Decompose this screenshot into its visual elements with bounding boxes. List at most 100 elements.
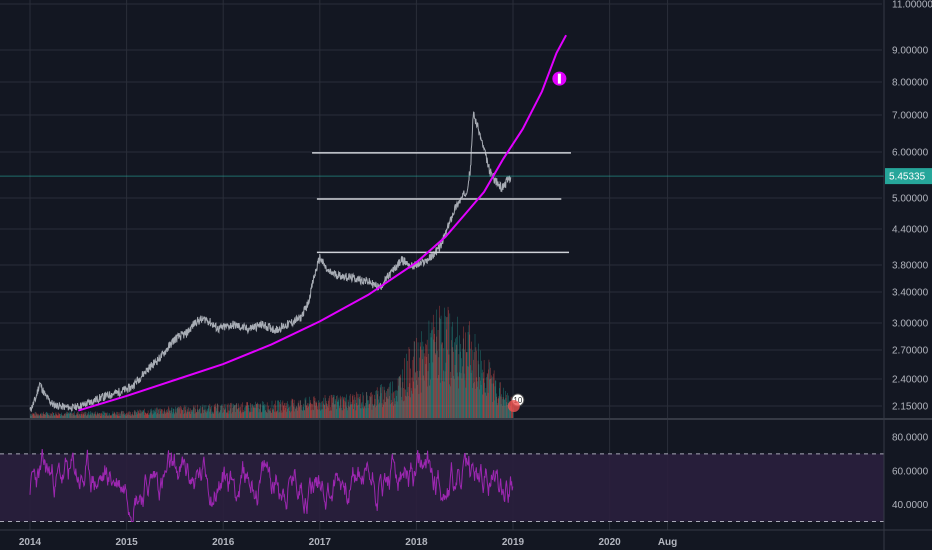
volume-bar <box>42 413 44 418</box>
volume-bar <box>76 414 77 418</box>
volume-bar <box>346 408 348 418</box>
volume-bar <box>208 405 209 418</box>
volume-bar <box>126 413 127 418</box>
volume-bar <box>378 404 380 418</box>
volume-bar <box>339 406 340 418</box>
volume-bar <box>127 414 128 418</box>
volume-bar <box>503 399 505 418</box>
volume-bar <box>119 415 120 418</box>
volume-bar <box>347 410 348 418</box>
volume-bar <box>506 404 508 418</box>
volume-bar <box>156 407 158 418</box>
volume-bar <box>354 403 355 418</box>
volume-bar <box>32 413 34 418</box>
volume-bar <box>281 402 283 418</box>
volume-bar <box>365 408 367 418</box>
volume-bar <box>149 412 150 418</box>
volume-bar <box>249 403 251 418</box>
volume-bar <box>329 407 331 418</box>
volume-bar <box>209 409 211 418</box>
volume-bar <box>326 400 328 418</box>
volume-bar <box>45 412 46 418</box>
volume-bar <box>70 413 72 418</box>
curve-line[interactable] <box>78 34 567 412</box>
volume-bar <box>188 407 190 418</box>
current-price-tag <box>885 168 932 185</box>
volume-bar <box>394 398 395 418</box>
volume-bar <box>322 401 323 418</box>
volume-bar <box>143 410 145 418</box>
horizontal-levels[interactable] <box>312 152 571 254</box>
volume-bar <box>79 415 81 418</box>
volume-bar <box>106 412 108 418</box>
volume-bar <box>127 414 129 418</box>
volume-bar <box>253 406 255 418</box>
volume-bar <box>310 402 311 418</box>
volume-bar <box>492 373 494 418</box>
volume-bar <box>351 404 352 418</box>
volume-bar <box>214 404 215 418</box>
volume-bar <box>475 347 477 418</box>
volume-bar <box>117 413 119 418</box>
volume-bar <box>135 411 136 418</box>
volume-bar <box>103 411 105 418</box>
volume-bar <box>262 405 264 418</box>
volume-bar <box>377 394 378 418</box>
volume-bar <box>169 411 170 418</box>
volume-bar <box>352 394 354 418</box>
volume-bar <box>469 334 471 418</box>
volume-bar <box>121 410 122 418</box>
volume-bar <box>460 373 462 418</box>
volume-bar <box>486 377 488 418</box>
volume-bar <box>218 413 219 418</box>
volume-bar <box>53 412 54 418</box>
volume-bar <box>469 348 471 418</box>
volume-bar <box>289 406 290 418</box>
curve-series[interactable]: 10 <box>78 34 567 412</box>
volume-bar <box>266 412 268 418</box>
volume-bar <box>233 406 235 418</box>
volume-bar <box>36 414 37 418</box>
volume-bar <box>169 409 171 418</box>
volume-bar <box>51 415 53 418</box>
volume-bar <box>457 376 459 418</box>
volume-bar <box>486 373 488 418</box>
volume-bar <box>393 405 395 418</box>
volume-bar <box>229 404 231 418</box>
volume-bar <box>311 403 312 418</box>
volume-bar <box>467 366 468 418</box>
volume-bar <box>151 408 152 418</box>
volume-bar <box>74 415 76 418</box>
x-tick-label: 2014 <box>19 537 42 548</box>
volume-bar <box>384 402 386 418</box>
volume-bar <box>206 411 208 418</box>
volume-bar <box>143 409 144 418</box>
volume-bar <box>33 413 34 418</box>
volume-bar <box>129 415 130 418</box>
volume-bar <box>56 413 57 418</box>
volume-bar <box>246 402 247 418</box>
volume-bar <box>480 350 481 418</box>
volume-bar <box>198 411 199 418</box>
volume-bar <box>411 390 412 418</box>
volume-bar <box>82 411 84 418</box>
volume-bar <box>76 411 78 418</box>
volume-bar <box>302 409 304 418</box>
volume-bar <box>283 410 285 418</box>
volume-bar <box>340 397 342 418</box>
volume-bar <box>231 403 233 418</box>
volume-bar <box>195 409 196 418</box>
volume-bar <box>438 357 440 418</box>
volume-bar <box>187 411 188 418</box>
volume-bar <box>397 378 399 418</box>
volume-bar <box>356 402 358 418</box>
volume-bar <box>37 413 39 418</box>
volume-bar <box>380 393 382 418</box>
axis-labels: 2014 2015 2016 2017 2018 2019 2020 Aug 11.00000 9… <box>19 0 932 548</box>
volume-bar <box>500 404 502 418</box>
volume-bar <box>459 351 461 418</box>
volume-bar <box>59 413 61 418</box>
volume-bar <box>99 413 100 418</box>
volume-bar <box>223 404 225 418</box>
volume-bar <box>215 403 216 418</box>
